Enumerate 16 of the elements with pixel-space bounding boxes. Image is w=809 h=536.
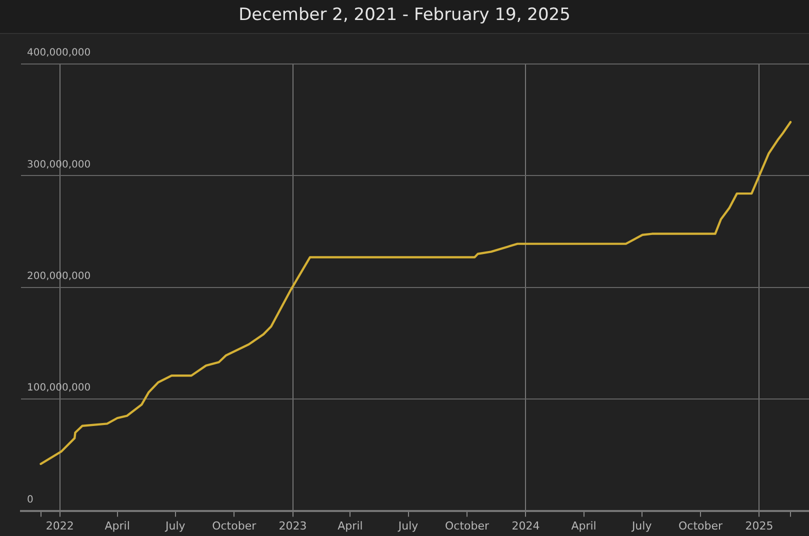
y-tick-label: 0 [27,494,34,506]
x-tick-label: April [104,519,130,532]
x-tick-label: July [164,519,186,532]
chart-title: December 2, 2021 - February 19, 2025 [0,0,809,34]
y-tick-label: 400,000,000 [27,48,91,59]
x-tick-label: October [678,519,724,532]
x-tick-label: 2024 [512,519,540,532]
x-tick-label: April [338,519,363,532]
x-tick-label: 2025 [745,519,774,532]
x-tick-label: 2023 [278,519,307,532]
x-tick-label: October [212,519,257,532]
x-tick-label: July [630,519,652,532]
x-tick-label: April [571,519,596,532]
x-tick-label: July [397,519,419,532]
x-tick-label: October [444,519,490,532]
x-tick-label: 2022 [46,519,74,532]
